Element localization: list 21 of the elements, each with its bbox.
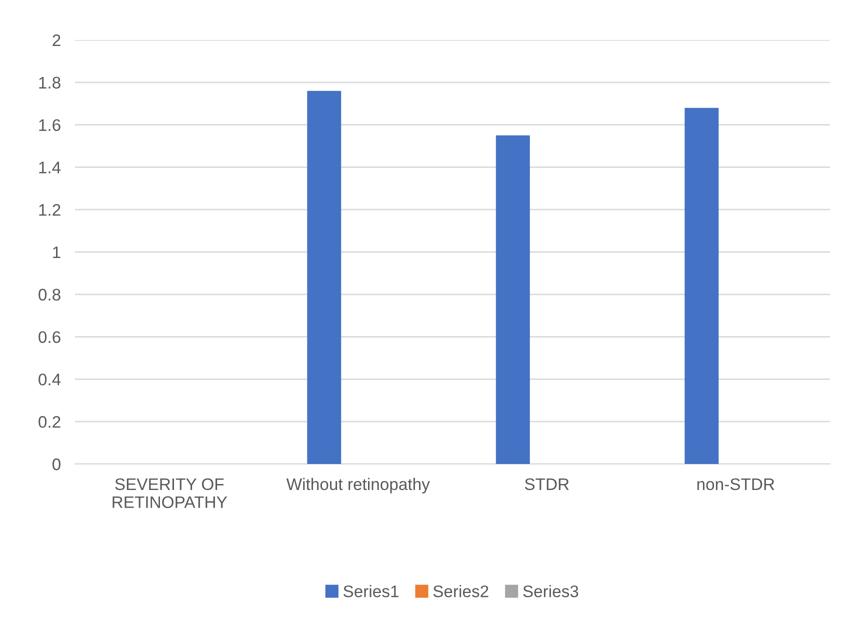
- y-tick-label: 1: [53, 246, 60, 258]
- y-tick-label: 0.4: [38, 374, 61, 386]
- bar: [496, 135, 530, 464]
- x-tick-label: Without retinopathy: [286, 478, 430, 494]
- y-tick-label: 1.4: [39, 162, 61, 174]
- x-tick-label: non-STDR: [697, 478, 774, 490]
- bar: [684, 108, 719, 464]
- y-tick-label: 1.8: [39, 76, 60, 89]
- y-tick-label: 0.6: [38, 331, 60, 344]
- y-tick-label: 0: [52, 458, 60, 470]
- x-tick-label: STDR: [524, 478, 569, 490]
- y-tick-label: 1.6: [39, 119, 60, 132]
- legend-label: Series3: [523, 585, 578, 598]
- x-tick-label: SEVERITY OF RETINOPATHY: [112, 478, 228, 508]
- y-tick-label: 2: [52, 34, 60, 46]
- y-tick-label: 0.2: [38, 416, 60, 428]
- legend-label: Series1: [343, 585, 398, 598]
- y-tick-label: 0.8: [38, 288, 60, 301]
- bar: [307, 90, 342, 464]
- y-tick-label: 1.2: [39, 204, 60, 216]
- legend-label: Series2: [433, 585, 488, 598]
